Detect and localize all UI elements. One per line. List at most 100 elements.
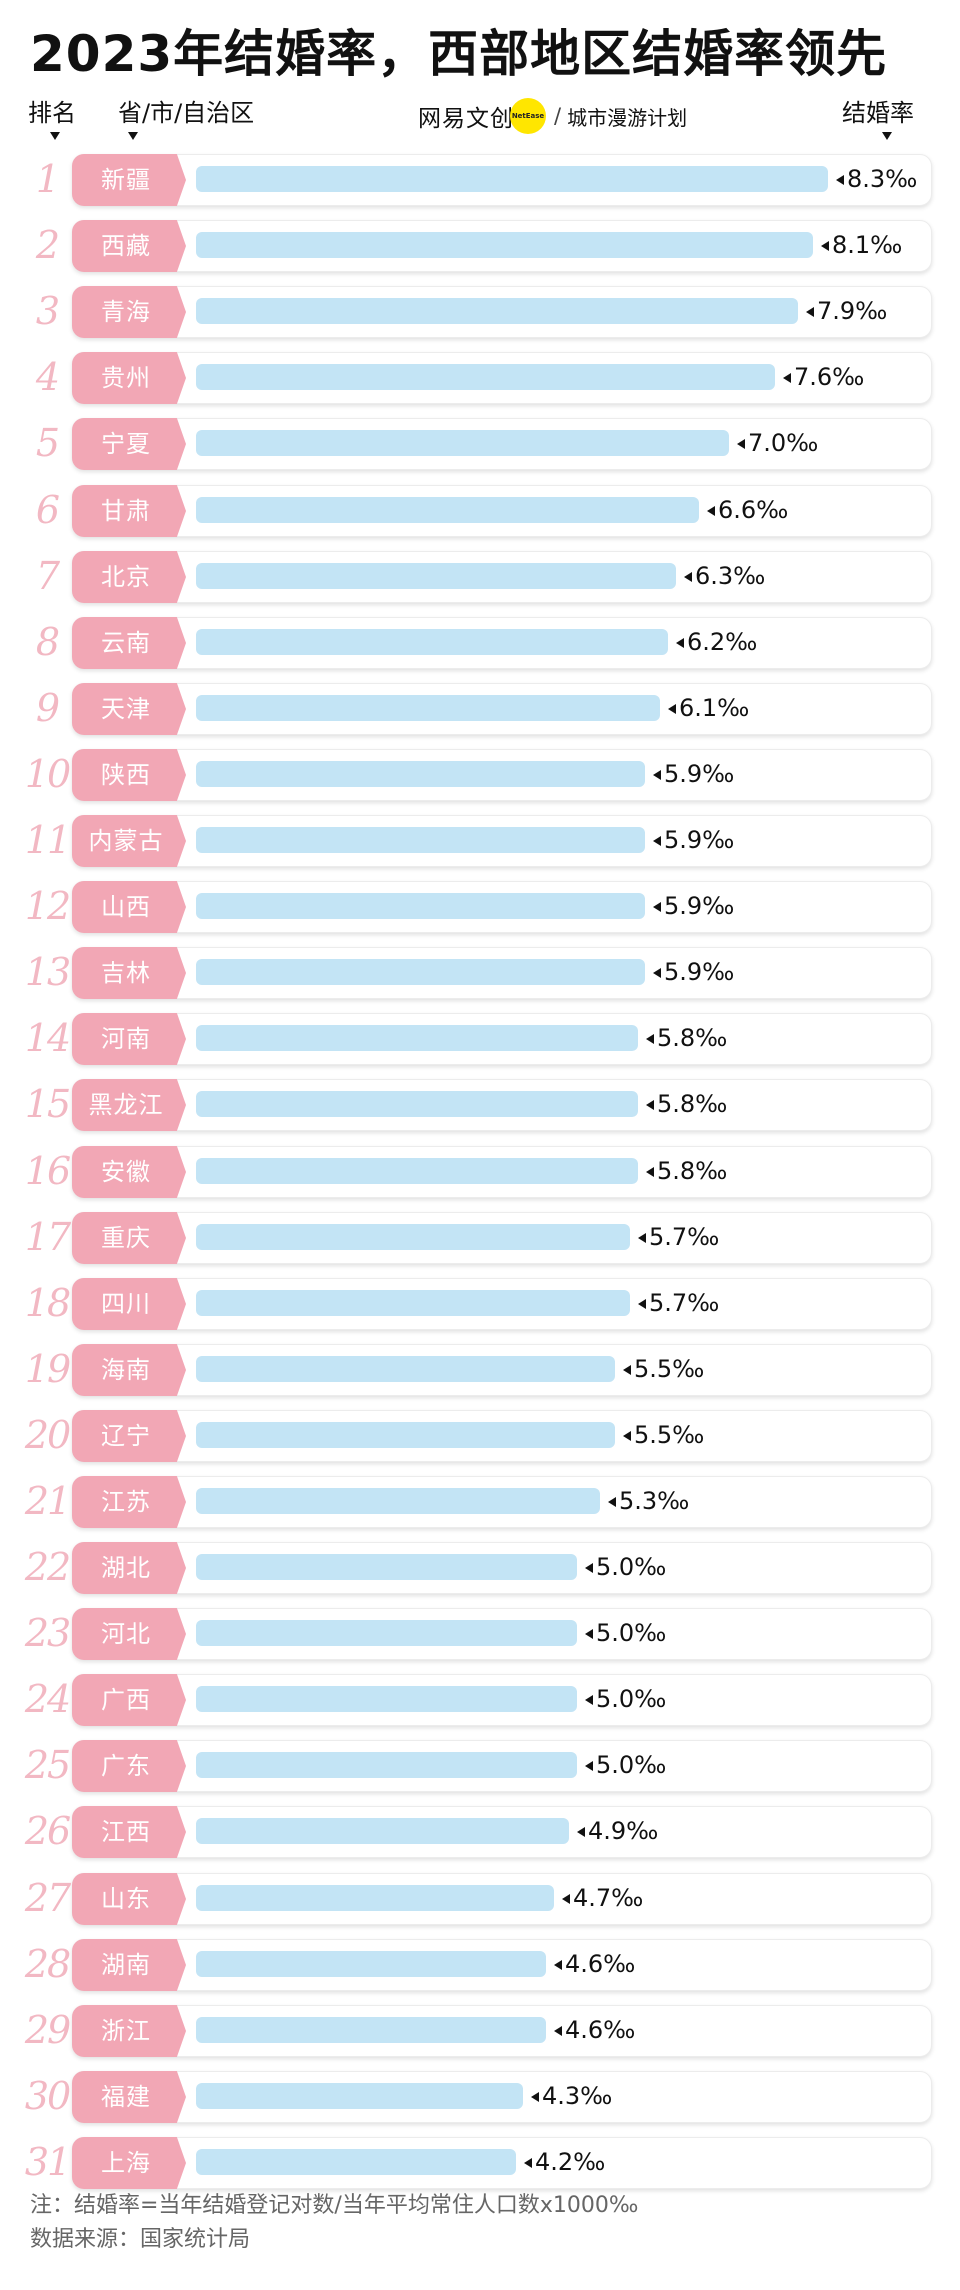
rank-number: 14 [24, 1016, 71, 1060]
province-label: 吉林 [72, 947, 186, 999]
table-row: 11 内蒙古 5.9‰ [0, 812, 960, 868]
bar [196, 1025, 638, 1051]
table-row: 16 安徽 5.8‰ [0, 1143, 960, 1199]
value-label: 5.0‰ [596, 1619, 667, 1647]
bar [196, 2017, 546, 2043]
value-label: 4.3‰ [542, 2082, 613, 2110]
bar [196, 298, 798, 324]
bar [196, 1752, 577, 1778]
value-pointer-icon [608, 1497, 616, 1507]
value-label: 4.6‰ [565, 2016, 636, 2044]
province-label: 辽宁 [72, 1410, 186, 1462]
header-rate: 结婚率 [842, 99, 914, 127]
province-label: 福建 [72, 2071, 186, 2123]
value-pointer-icon [577, 1827, 585, 1837]
brand-badge-icon: NetEase [510, 98, 546, 134]
bar [196, 1091, 638, 1117]
value-pointer-icon [524, 2158, 532, 2168]
value-pointer-icon [585, 1563, 593, 1573]
bar [196, 1290, 630, 1316]
table-row: 27 山东 4.7‰ [0, 1870, 960, 1926]
bar [196, 497, 699, 523]
value-pointer-icon [783, 373, 791, 383]
value-label: 5.5‰ [634, 1421, 705, 1449]
rank-number: 10 [24, 752, 71, 796]
bar [196, 364, 775, 390]
bar [196, 959, 645, 985]
bar [196, 1356, 615, 1382]
table-row: 12 山西 5.9‰ [0, 878, 960, 934]
bar [196, 2083, 523, 2109]
rank-number: 24 [24, 1677, 71, 1721]
province-label: 黑龙江 [72, 1079, 186, 1131]
value-label: 4.6‰ [565, 1950, 636, 1978]
chart-title: 2023年结婚率，西部地区结婚率领先 [30, 25, 888, 83]
value-pointer-icon [836, 175, 844, 185]
rank-number: 4 [35, 355, 60, 399]
rank-number: 28 [24, 1942, 71, 1986]
value-pointer-icon [585, 1761, 593, 1771]
table-row: 13 吉林 5.9‰ [0, 944, 960, 1000]
bar [196, 629, 668, 655]
province-label: 甘肃 [72, 485, 186, 537]
bar [196, 1488, 600, 1514]
value-label: 8.3‰ [847, 165, 918, 193]
value-label: 4.2‰ [535, 2148, 606, 2176]
value-pointer-icon [676, 638, 684, 648]
table-row: 14 河南 5.8‰ [0, 1010, 960, 1066]
province-label: 安徽 [72, 1146, 186, 1198]
brand: 网易文创 NetEase / 城市漫游计划 [418, 96, 687, 136]
province-label: 北京 [72, 551, 186, 603]
province-label: 江苏 [72, 1476, 186, 1528]
rank-number: 25 [24, 1743, 71, 1787]
table-row: 30 福建 4.3‰ [0, 2068, 960, 2124]
value-pointer-icon [554, 1960, 562, 1970]
table-row: 22 湖北 5.0‰ [0, 1539, 960, 1595]
value-label: 5.0‰ [596, 1685, 667, 1713]
rank-number: 20 [24, 1413, 71, 1457]
table-row: 18 四川 5.7‰ [0, 1275, 960, 1331]
value-pointer-icon [653, 836, 661, 846]
province-label: 海南 [72, 1344, 186, 1396]
value-label: 6.3‰ [695, 562, 766, 590]
rank-number: 26 [24, 1809, 71, 1853]
value-label: 5.9‰ [664, 958, 735, 986]
value-label: 5.8‰ [657, 1157, 728, 1185]
rank-number: 1 [35, 157, 60, 201]
value-pointer-icon [653, 968, 661, 978]
rank-number: 3 [35, 289, 60, 333]
rank-number: 9 [35, 686, 60, 730]
value-label: 5.7‰ [649, 1223, 720, 1251]
province-label: 广西 [72, 1674, 186, 1726]
header-rank: 排名 [28, 99, 76, 127]
table-row: 7 北京 6.3‰ [0, 548, 960, 604]
bar [196, 1158, 638, 1184]
table-row: 26 江西 4.9‰ [0, 1803, 960, 1859]
table-row: 8 云南 6.2‰ [0, 614, 960, 670]
bar [196, 1818, 569, 1844]
value-pointer-icon [668, 704, 676, 714]
bar [196, 2149, 516, 2175]
rank-number: 17 [24, 1215, 71, 1259]
table-row: 20 辽宁 5.5‰ [0, 1407, 960, 1463]
rank-number: 7 [35, 554, 60, 598]
value-pointer-icon [684, 572, 692, 582]
value-pointer-icon [646, 1100, 654, 1110]
rank-number: 8 [35, 620, 60, 664]
province-label: 宁夏 [72, 418, 186, 470]
value-pointer-icon [646, 1167, 654, 1177]
province-label: 西藏 [72, 220, 186, 272]
value-pointer-icon [653, 770, 661, 780]
value-pointer-icon [646, 1034, 654, 1044]
table-row: 1 新疆 8.3‰ [0, 151, 960, 207]
rate-arrow-icon [882, 132, 892, 140]
province-label: 江西 [72, 1806, 186, 1858]
value-label: 5.9‰ [664, 760, 735, 788]
brand-logo: 网易文创 [418, 106, 514, 132]
value-label: 7.0‰ [748, 429, 819, 457]
table-row: 29 浙江 4.6‰ [0, 2002, 960, 2058]
bar [196, 1951, 546, 1977]
value-pointer-icon [821, 241, 829, 251]
bar [196, 893, 645, 919]
header-province: 省/市/自治区 [118, 99, 255, 127]
